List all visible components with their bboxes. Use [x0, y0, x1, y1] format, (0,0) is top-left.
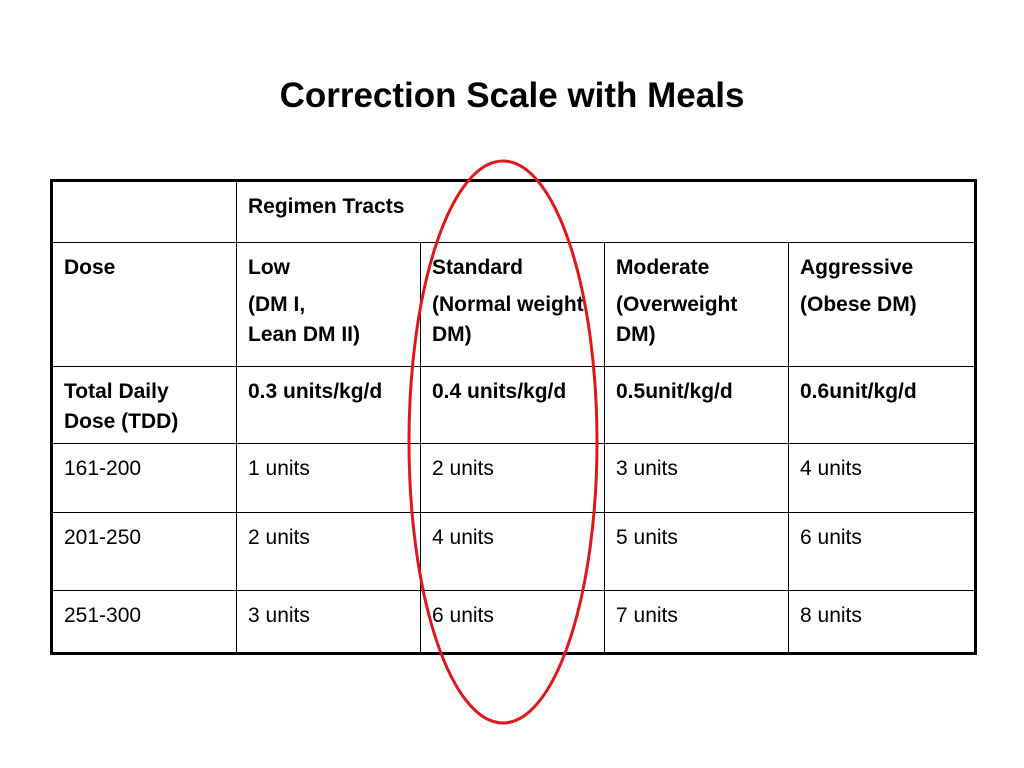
- column-header-subtitle: (DM I,: [248, 293, 306, 316]
- table-row-group-header: Regimen Tracts: [50, 179, 978, 243]
- tdd-value: 0.4 units/kg/d: [420, 366, 605, 444]
- table-row: 201-250 2 units 4 units 5 units 6 units: [50, 512, 978, 591]
- column-header-aggressive: Aggressive (Obese DM): [787, 242, 978, 367]
- dose-cell: 4 units: [787, 443, 978, 513]
- regimen-tracts-header: Regimen Tracts: [235, 179, 978, 243]
- dose-cell: 6 units: [420, 590, 605, 655]
- glucose-range-cell: 161-200: [50, 443, 237, 513]
- column-header-moderate: Moderate (Overweight DM): [604, 242, 789, 367]
- column-header-subtitle: (Normal weight DM): [432, 293, 584, 346]
- empty-corner-cell: [50, 179, 237, 243]
- dose-cell: 3 units: [604, 443, 789, 513]
- column-header-title: Low: [248, 256, 290, 279]
- column-header-low: Low (DM I, Lean DM II): [236, 242, 421, 367]
- dose-cell: 5 units: [604, 512, 789, 591]
- column-header-title: Moderate: [616, 256, 710, 279]
- column-header-title: Standard: [432, 256, 524, 279]
- dose-header: Dose: [50, 242, 237, 367]
- dose-cell: 8 units: [787, 590, 978, 655]
- table-row-tdd: Total Daily Dose (TDD) 0.3 units/kg/d 0.…: [50, 366, 978, 444]
- column-header-subtitle: Lean DM II): [248, 323, 361, 346]
- slide-title: Correction Scale with Meals: [279, 76, 745, 115]
- tdd-value: 0.6unit/kg/d: [787, 366, 978, 444]
- dose-cell: 2 units: [236, 512, 421, 591]
- dose-cell: 3 units: [236, 590, 421, 655]
- dose-cell: 2 units: [420, 443, 605, 513]
- column-header-title: Aggressive: [800, 256, 914, 279]
- table-row: 251-300 3 units 6 units 7 units 8 units: [50, 590, 978, 655]
- glucose-range-cell: 201-250: [50, 512, 237, 591]
- table-row-header: Dose Low (DM I, Lean DM II) Standard (No…: [50, 242, 978, 367]
- correction-scale-table: Regimen Tracts Dose Low (DM I, Lean DM I…: [50, 179, 978, 655]
- dose-cell: 4 units: [420, 512, 605, 591]
- tdd-value: 0.5unit/kg/d: [604, 366, 789, 444]
- dose-cell: 6 units: [787, 512, 978, 591]
- column-header-subtitle: (Overweight DM): [616, 293, 738, 346]
- column-header-subtitle: (Obese DM): [800, 293, 917, 316]
- glucose-range-cell: 251-300: [50, 590, 237, 655]
- dose-cell: 7 units: [604, 590, 789, 655]
- column-header-standard: Standard (Normal weight DM): [420, 242, 605, 367]
- tdd-value: 0.3 units/kg/d: [236, 366, 421, 444]
- table-row: 161-200 1 units 2 units 3 units 4 units: [50, 443, 978, 513]
- tdd-label: Total Daily Dose (TDD): [50, 366, 237, 444]
- dose-cell: 1 units: [236, 443, 421, 513]
